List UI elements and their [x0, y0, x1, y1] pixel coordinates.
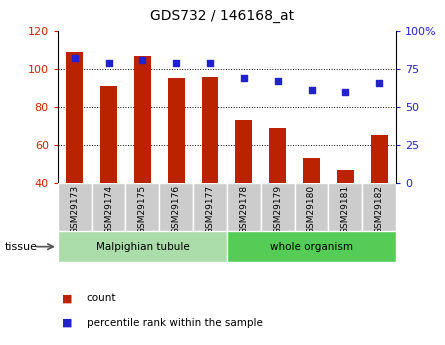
Point	[206, 60, 214, 66]
Text: ■: ■	[62, 318, 73, 327]
Bar	[168, 79, 185, 183]
Text: ■: ■	[62, 294, 73, 303]
Bar	[362, 183, 396, 231]
Text: GSM29179: GSM29179	[273, 185, 282, 234]
Text: GSM29177: GSM29177	[206, 185, 214, 234]
Bar	[295, 183, 328, 231]
Bar	[303, 158, 320, 183]
Bar	[58, 183, 92, 231]
Point	[274, 78, 281, 84]
Text: GSM29182: GSM29182	[375, 185, 384, 234]
Text: GSM29173: GSM29173	[70, 185, 79, 234]
Text: percentile rank within the sample: percentile rank within the sample	[87, 318, 263, 327]
Bar	[92, 183, 125, 231]
Bar	[227, 183, 261, 231]
Bar	[227, 231, 396, 262]
Text: tissue: tissue	[4, 242, 37, 252]
Point	[105, 60, 112, 66]
Text: GSM29176: GSM29176	[172, 185, 181, 234]
Point	[240, 75, 247, 81]
Bar	[159, 183, 193, 231]
Text: GSM29174: GSM29174	[104, 185, 113, 234]
Bar	[328, 183, 362, 231]
Bar	[125, 183, 159, 231]
Text: GDS732 / 146168_at: GDS732 / 146168_at	[150, 9, 295, 23]
Bar	[261, 183, 295, 231]
Text: GSM29180: GSM29180	[307, 185, 316, 234]
Point	[342, 89, 349, 95]
Text: GSM29178: GSM29178	[239, 185, 248, 234]
Bar	[235, 120, 252, 183]
Bar	[337, 170, 354, 183]
Bar	[58, 231, 227, 262]
Point	[173, 60, 180, 66]
Text: count: count	[87, 294, 116, 303]
Point	[139, 57, 146, 63]
Bar	[66, 52, 83, 183]
Point	[376, 80, 383, 86]
Bar	[134, 56, 151, 183]
Point	[308, 88, 315, 93]
Bar	[202, 77, 218, 183]
Text: GSM29175: GSM29175	[138, 185, 147, 234]
Point	[71, 56, 78, 61]
Bar	[100, 86, 117, 183]
Bar	[269, 128, 286, 183]
Text: Malpighian tubule: Malpighian tubule	[96, 242, 189, 252]
Bar	[371, 136, 388, 183]
Text: GSM29181: GSM29181	[341, 185, 350, 234]
Text: whole organism: whole organism	[270, 242, 353, 252]
Bar	[193, 183, 227, 231]
